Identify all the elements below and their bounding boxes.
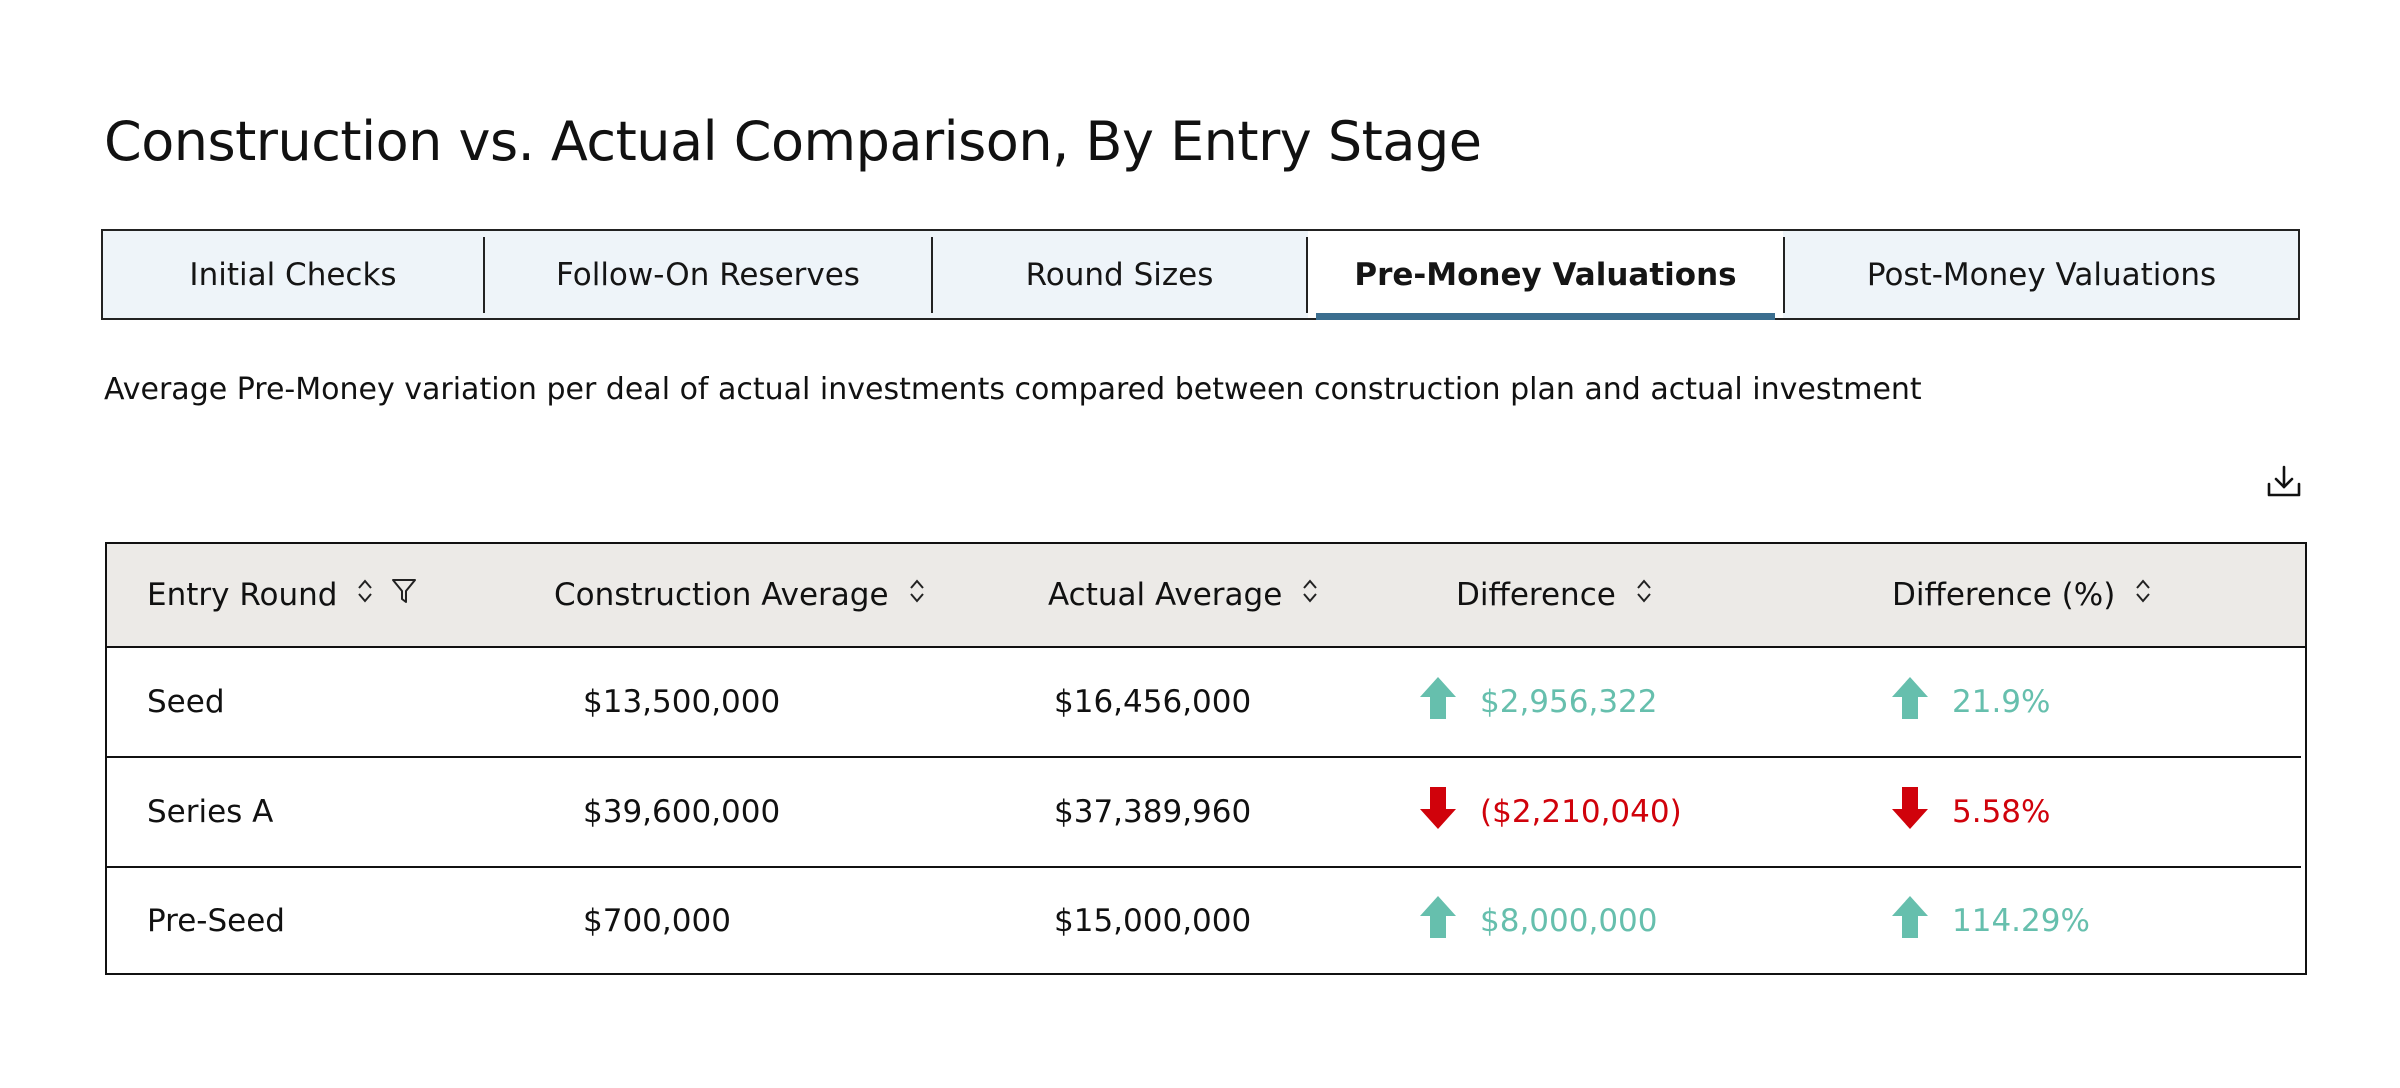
tab-divider [483,236,485,313]
cell-difference: ($2,210,040) [1418,758,1682,866]
table-row: Pre-Seed $700,000 $15,000,000 $8,000,000… [107,868,2305,976]
header-label: Entry Round [147,577,338,613]
tab-round-sizes[interactable]: Round Sizes [933,231,1306,318]
difference-pct-value: 21.9% [1952,684,2051,720]
tab-label: Post-Money Valuations [1866,256,2217,293]
tab-pre-money-valuations[interactable]: Pre-Money Valuations [1308,231,1783,320]
tab-divider [1306,236,1308,313]
difference-value: $2,956,322 [1480,684,1658,720]
header-construction-average: Construction Average [554,544,927,646]
cell-construction-average: $13,500,000 [583,684,781,720]
difference-value: $8,000,000 [1480,902,1658,939]
header-entry-round: Entry Round [147,544,417,646]
download-button[interactable] [2264,462,2304,502]
tab-label: Follow-On Reserves [556,256,860,293]
header-difference: Difference [1456,544,1654,646]
cell-difference: $8,000,000 [1418,868,1658,973]
header-difference-pct: Difference (%) [1892,544,2153,646]
table-header: Entry Round Construction Average Actual … [107,544,2305,648]
difference-pct-value: 114.29% [1952,902,2090,939]
sort-icon[interactable] [1634,576,1654,614]
page-subtitle: Average Pre-Money variation per deal of … [104,372,1922,407]
arrow-up-icon [1890,894,1930,948]
cell-entry-round: Series A [147,794,274,830]
comparison-table: Entry Round Construction Average Actual … [105,542,2307,975]
cell-entry-round: Pre-Seed [147,902,285,939]
download-icon [2267,465,2301,497]
tab-post-money-valuations[interactable]: Post-Money Valuations [1785,231,2298,318]
cell-entry-round: Seed [147,684,225,720]
arrow-up-icon [1418,894,1458,948]
header-label: Difference (%) [1892,577,2116,613]
tab-bar: Initial Checks Follow-On Reserves Round … [101,229,2300,320]
cell-actual-average: $37,389,960 [1054,794,1252,830]
tab-label: Round Sizes [1025,256,1214,293]
tab-label: Pre-Money Valuations [1354,256,1737,293]
sort-icon[interactable] [1300,576,1320,614]
cell-difference-pct: 114.29% [1890,868,2090,973]
arrow-up-icon [1890,675,1930,729]
header-label: Difference [1456,577,1616,613]
tab-follow-on-reserves[interactable]: Follow-On Reserves [485,231,931,318]
cell-difference-pct: 21.9% [1890,648,2050,756]
cell-difference: $2,956,322 [1418,648,1658,756]
row-divider [107,756,2301,758]
cell-difference-pct: 5.58% [1890,758,2050,866]
cell-construction-average: $700,000 [583,902,731,939]
filter-icon[interactable] [391,577,417,613]
tab-initial-checks[interactable]: Initial Checks [103,231,483,318]
page-title: Construction vs. Actual Comparison, By E… [104,110,1482,173]
sort-icon[interactable] [2133,576,2153,614]
table-row: Seed $13,500,000 $16,456,000 $2,956,322 … [107,648,2305,756]
cell-construction-average: $39,600,000 [583,794,781,830]
tab-divider [931,236,933,313]
header-actual-average: Actual Average [1048,544,1320,646]
table-row: Series A $39,600,000 $37,389,960 ($2,210… [107,758,2305,866]
tab-divider [1783,236,1785,313]
cell-actual-average: $15,000,000 [1054,902,1252,939]
difference-pct-value: 5.58% [1952,794,2051,830]
tab-label: Initial Checks [189,256,397,293]
difference-value: ($2,210,040) [1480,794,1682,830]
header-label: Actual Average [1048,577,1283,613]
sort-icon[interactable] [355,576,375,614]
row-divider [107,866,2301,868]
arrow-down-icon [1418,785,1458,839]
arrow-up-icon [1418,675,1458,729]
arrow-down-icon [1890,785,1930,839]
sort-icon[interactable] [907,576,927,614]
header-label: Construction Average [554,577,889,613]
cell-actual-average: $16,456,000 [1054,684,1252,720]
